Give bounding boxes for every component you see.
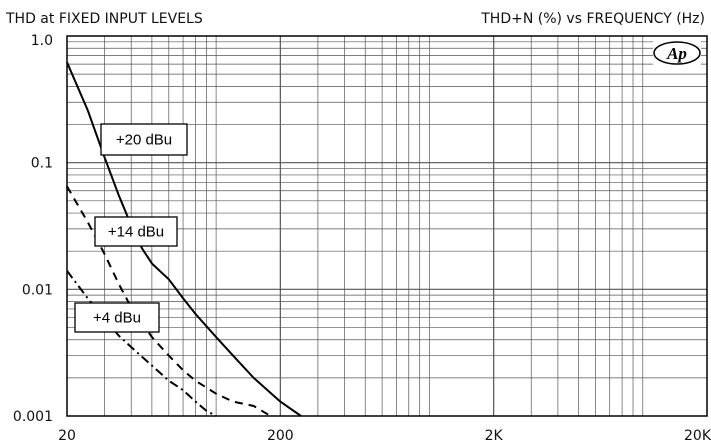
- series-callout-1: +14 dBu: [95, 217, 177, 246]
- x-tick-label: 2K: [485, 428, 504, 444]
- callout-label: +4 dBu: [93, 310, 141, 327]
- y-tick-label: 1.0: [31, 33, 53, 49]
- x-tick-label: 200: [267, 428, 294, 444]
- callout-label: +14 dBu: [108, 224, 164, 241]
- series-callout-2: +4 dBu: [75, 303, 159, 332]
- x-tick-labels: 20 200 2K 20K: [58, 428, 711, 444]
- series-line-2: [67, 271, 216, 416]
- chart-title-right: THD+N (%) vs FREQUENCY (Hz): [480, 11, 705, 27]
- ap-logo-icon: Ap: [653, 40, 701, 66]
- series-callout-0: +20 dBu: [101, 124, 187, 155]
- chart-title-left: THD at FIXED INPUT LEVELS: [5, 11, 203, 27]
- x-tick-label: 20K: [684, 428, 711, 444]
- y-tick-label: 0.1: [31, 156, 53, 172]
- y-tick-label: 0.001: [13, 409, 53, 425]
- callout-label: +20 dBu: [116, 132, 172, 149]
- ap-logo-text: Ap: [666, 44, 687, 63]
- y-tick-labels: 1.0 0.1 0.01 0.001: [13, 33, 53, 425]
- x-tick-label: 20: [58, 428, 76, 444]
- y-tick-label: 0.01: [22, 282, 53, 298]
